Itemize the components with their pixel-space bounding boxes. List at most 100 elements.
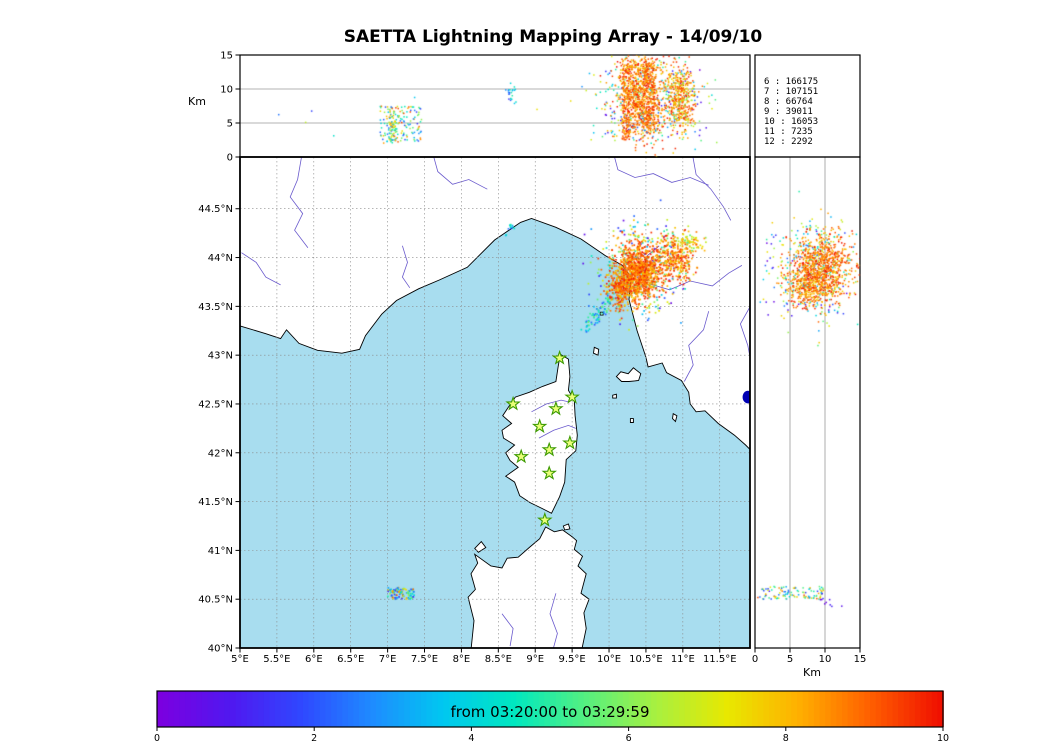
map-y-tick-label: 44.5°N bbox=[198, 204, 233, 215]
map-x-tick-label: 11°E bbox=[671, 654, 695, 665]
colorbar-slice bbox=[398, 691, 405, 727]
colorbar-slice bbox=[679, 691, 686, 727]
colorbar-slice bbox=[931, 691, 939, 727]
coastline-gorgona bbox=[599, 311, 604, 316]
alt-y-tick-label: 5 bbox=[227, 119, 233, 130]
colorbar-slice bbox=[813, 691, 821, 727]
colorbar-slice bbox=[364, 691, 372, 727]
colorbar-slice bbox=[157, 691, 164, 727]
colorbar-slice bbox=[746, 691, 753, 727]
mask-rect bbox=[0, 157, 240, 750]
colorbar-slice bbox=[858, 691, 866, 727]
colorbar-slice bbox=[190, 691, 198, 727]
colorbar-slice bbox=[707, 691, 714, 727]
map-x-tick-label: 5.5°E bbox=[263, 654, 290, 665]
altitude-axis-label-top: Km bbox=[188, 95, 206, 108]
colorbar-slice bbox=[235, 691, 243, 727]
colorbar-slice bbox=[196, 691, 203, 727]
colorbar-tick-label: 10 bbox=[937, 733, 949, 744]
colorbar-slice bbox=[437, 691, 445, 727]
colorbar-slice bbox=[263, 691, 271, 727]
colorbar-slice bbox=[667, 691, 675, 727]
map-x-tick-label: 9.5°E bbox=[559, 654, 586, 665]
colorbar-slice bbox=[353, 691, 360, 727]
coastline-montecristo bbox=[629, 418, 634, 423]
colorbar-slice bbox=[404, 691, 411, 727]
colorbar-slice bbox=[274, 691, 282, 727]
colorbar-label: from 03:20:00 to 03:29:59 bbox=[450, 703, 649, 721]
alt-x-tick-label: 15 bbox=[854, 654, 867, 665]
colorbar-slice bbox=[841, 691, 849, 727]
colorbar-slice bbox=[656, 691, 664, 727]
map-x-tick-label: 8.5°E bbox=[485, 654, 512, 665]
colorbar-slice bbox=[802, 691, 810, 727]
map-y-tick-label: 43°N bbox=[208, 351, 233, 362]
colorbar-tick-label: 2 bbox=[311, 733, 317, 744]
map-x-tick-label: 8°E bbox=[453, 654, 471, 665]
colorbar-slice bbox=[381, 691, 388, 727]
colorbar-slice bbox=[370, 691, 377, 727]
map-x-tick-label: 6°E bbox=[305, 654, 323, 665]
colorbar-slice bbox=[246, 691, 254, 727]
map-x-tick-label: 10.5°E bbox=[629, 654, 663, 665]
colorbar-slice bbox=[768, 691, 776, 727]
colorbar-slice bbox=[690, 691, 697, 727]
map-y-tick-label: 40.5°N bbox=[198, 595, 233, 606]
stats-row: 8 : 66764 bbox=[764, 97, 813, 107]
colorbar-slice bbox=[914, 691, 922, 727]
colorbar-slice bbox=[926, 691, 933, 727]
map-x-tick-label: 11.5°E bbox=[703, 654, 737, 665]
coastline-capraia bbox=[593, 346, 600, 356]
colorbar-slice bbox=[695, 691, 703, 727]
map-y-tick-label: 42°N bbox=[208, 448, 233, 459]
colorbar-slice bbox=[280, 691, 287, 727]
colorbar-slice bbox=[319, 691, 327, 727]
map-y-tick-label: 41.5°N bbox=[198, 497, 233, 508]
colorbar-slice bbox=[752, 691, 759, 727]
colorbar-slice bbox=[785, 691, 793, 727]
colorbar-slice bbox=[898, 691, 905, 727]
colorbar-slice bbox=[375, 691, 383, 727]
colorbar-slice bbox=[819, 691, 826, 727]
colorbar-slice bbox=[735, 691, 742, 727]
alt-x-tick-label: 10 bbox=[819, 654, 832, 665]
colorbar-slice bbox=[780, 691, 787, 727]
colorbar-slice bbox=[185, 691, 192, 727]
colorbar-slice bbox=[213, 691, 220, 727]
colorbar-slice bbox=[920, 691, 927, 727]
alt-y-tick-label: 15 bbox=[220, 51, 233, 62]
colorbar-slice bbox=[392, 691, 400, 727]
figure-title: SAETTA Lightning Mapping Array - 14/09/1… bbox=[344, 27, 763, 47]
colorbar-tick-label: 6 bbox=[626, 733, 632, 744]
colorbar-slice bbox=[426, 691, 433, 727]
colorbar-slice bbox=[757, 691, 765, 727]
colorbar-slice bbox=[673, 691, 680, 727]
colorbar-slice bbox=[291, 691, 299, 727]
colorbar-slice bbox=[218, 691, 226, 727]
colorbar-slice bbox=[314, 691, 321, 727]
colorbar-slice bbox=[201, 691, 209, 727]
colorbar-slice bbox=[718, 691, 725, 727]
colorbar-slice bbox=[886, 691, 894, 727]
colorbar-slice bbox=[740, 691, 748, 727]
colorbar-slice bbox=[909, 691, 916, 727]
stats-row: 12 : 2292 bbox=[764, 137, 813, 147]
mask-rect bbox=[0, 0, 1050, 157]
stats-row: 7 : 107151 bbox=[764, 87, 818, 97]
colorbar-slice bbox=[252, 691, 259, 727]
colorbar-slice bbox=[342, 691, 349, 727]
colorbar-slice bbox=[651, 691, 658, 727]
colorbar-slice bbox=[325, 691, 332, 727]
colorbar-slice bbox=[443, 691, 450, 727]
colorbar-slice bbox=[173, 691, 181, 727]
stats-row: 9 : 39011 bbox=[764, 107, 813, 117]
colorbar-slice bbox=[712, 691, 720, 727]
colorbar-slice bbox=[763, 691, 770, 727]
colorbar-slice bbox=[432, 691, 439, 727]
colorbar-slice bbox=[168, 691, 175, 727]
colorbar-slice bbox=[797, 691, 804, 727]
colorbar-slice bbox=[825, 691, 832, 727]
colorbar-slice bbox=[229, 691, 237, 727]
